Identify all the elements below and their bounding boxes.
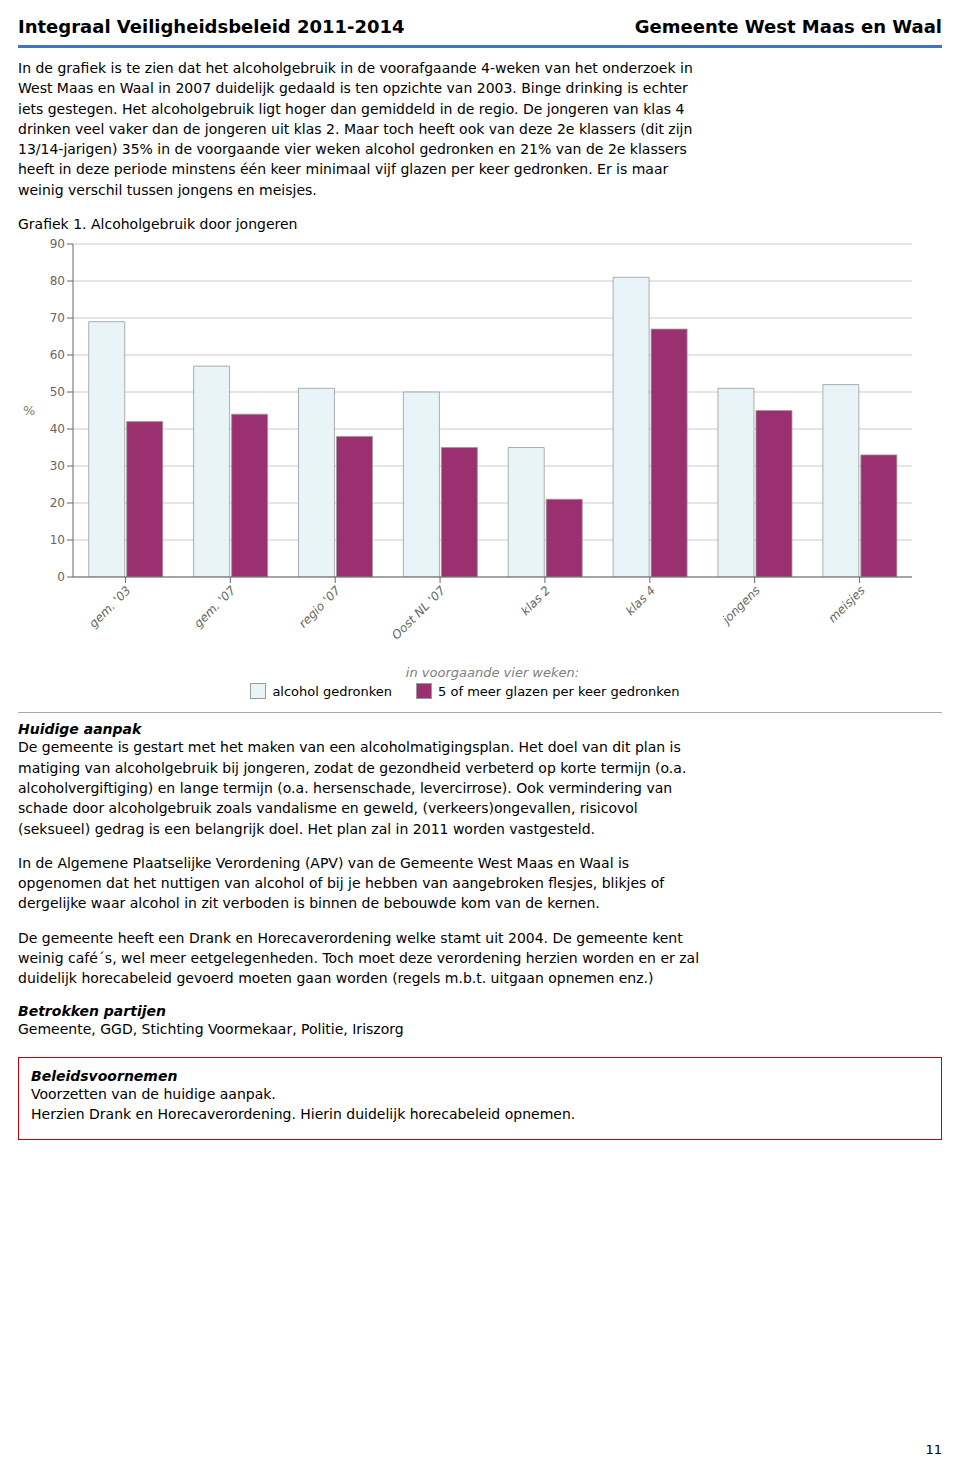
html-text:Beleidsvoornemen: Beleidsvoornemen [31, 1067, 178, 1084]
svg-text:jongens: jongens [718, 584, 763, 629]
svg-text:regio '07: regio '07 [296, 583, 344, 631]
svg-text:10: 10 [50, 534, 65, 548]
html-text:Grafiek 1. Alcoholgebruik door: Grafiek 1. Alcoholgebruik door jongeren [18, 216, 298, 233]
html-text:Betrokken partijen: Betrokken partijen [18, 1002, 166, 1019]
svg-text:60: 60 [50, 349, 65, 363]
html-text:In de Algemene Plaatselijke Ve: In de Algemene Plaatselijke Verordening … [18, 854, 665, 912]
html-text:Integraal Veiligheidsbeleid 20: Integraal Veiligheidsbeleid 2011-2014 [18, 16, 405, 37]
html-text:alcohol gedronken: alcohol gedronken [272, 683, 393, 699]
svg-text:%: % [23, 403, 35, 418]
svg-text:meisjes: meisjes [826, 584, 868, 626]
html-text:In de grafiek is te zien dat h: In de grafiek is te zien dat het alcohol… [18, 60, 693, 198]
svg-text:80: 80 [50, 275, 65, 289]
html-text:De gemeente heeft een Drank en: De gemeente heeft een Drank en Horecaver… [18, 929, 700, 987]
svg-text:gem. '03: gem. '03 [86, 584, 133, 631]
html-text:Voorzetten van de huidige aanp: Voorzetten van de huidige aanpak. [31, 1085, 276, 1102]
svg-text:Oost NL '07: Oost NL '07 [389, 583, 448, 642]
html-text:11: 11 [925, 1442, 942, 1457]
svg-text:gem. '07: gem. '07 [191, 583, 239, 631]
html-text:Herzien Drank en Horecaverorde: Herzien Drank en Horecaverordening. Hier… [31, 1106, 576, 1123]
html-text:Gemeente, GGD, Stichting Voorm: Gemeente, GGD, Stichting Voormekaar, Pol… [18, 1020, 404, 1037]
svg-text:0: 0 [57, 571, 65, 585]
svg-text:50: 50 [50, 386, 65, 400]
svg-text:70: 70 [50, 312, 65, 326]
svg-text:30: 30 [50, 460, 65, 474]
html-text:Gemeente West Maas en Waal: Gemeente West Maas en Waal [634, 16, 942, 37]
svg-text:in voorgaande vier weken:: in voorgaande vier weken: [406, 665, 579, 680]
svg-text:klas 2: klas 2 [518, 584, 553, 619]
svg-text:klas 4: klas 4 [623, 584, 658, 619]
html-text:Huidige aanpak: Huidige aanpak [18, 721, 142, 738]
svg-text:20: 20 [50, 497, 65, 511]
html-text:5 of meer glazen per keer gedr: 5 of meer glazen per keer gedronken [438, 683, 680, 699]
svg-text:40: 40 [50, 423, 65, 437]
html-text:De gemeente is gestart met het: De gemeente is gestart met het maken van… [18, 739, 687, 837]
svg-text:90: 90 [50, 238, 65, 252]
